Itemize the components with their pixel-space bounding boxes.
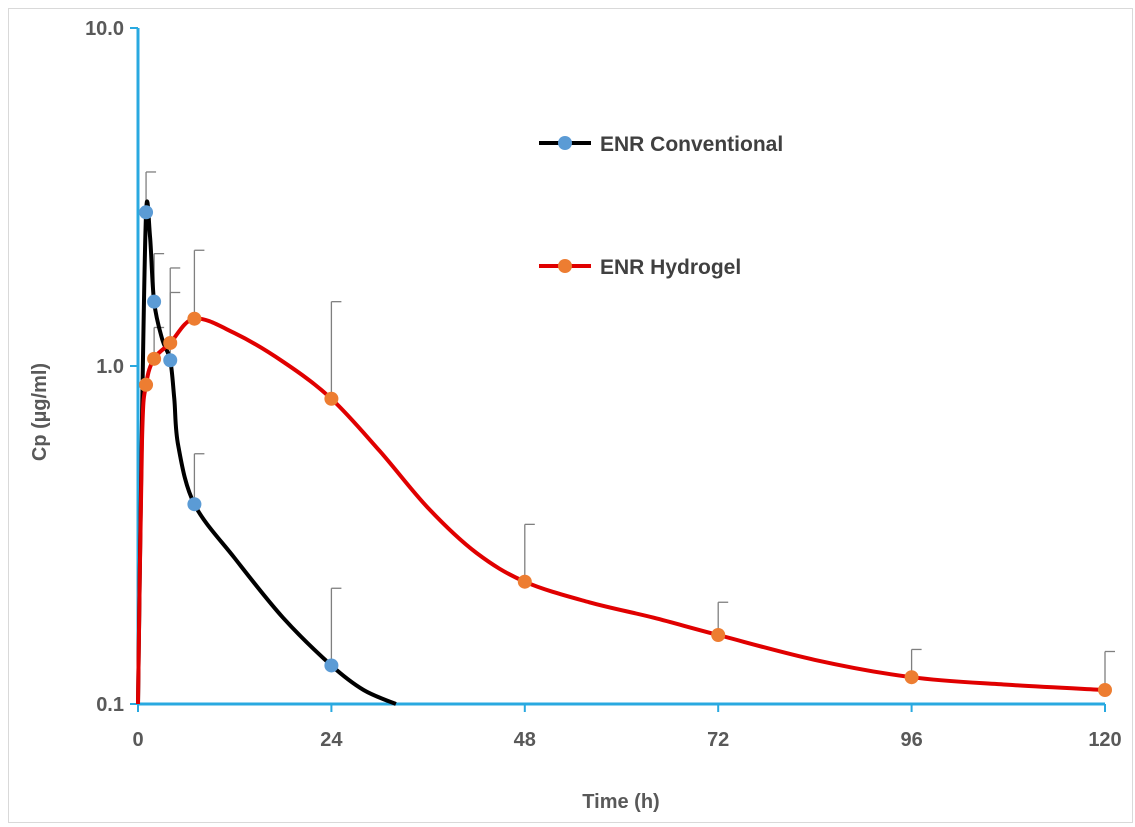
legend: ENR Conventional ENR Hydrogel	[539, 133, 783, 279]
x-tick-label: 120	[1088, 729, 1121, 751]
y-tick-label: 10.0	[85, 18, 124, 40]
series-markers	[139, 205, 1112, 698]
legend-label-hydrogel: ENR Hydrogel	[600, 256, 741, 279]
legend-marker-conventional	[558, 136, 572, 150]
data-point-hydrogel	[1098, 683, 1112, 698]
series-line-hydrogel	[136, 316, 1106, 705]
legend-marker-hydrogel	[558, 259, 572, 273]
x-tick-label: 0	[132, 729, 143, 751]
legend-item-hydrogel: ENR Hydrogel	[539, 256, 741, 279]
x-tick-label: 24	[320, 729, 343, 751]
data-point-hydrogel	[324, 391, 339, 406]
data-point-conventional	[163, 353, 178, 368]
legend-label-conventional: ENR Conventional	[600, 133, 783, 156]
data-point-hydrogel	[139, 377, 154, 392]
x-tick-label: 96	[900, 729, 922, 751]
data-point-conventional	[147, 294, 162, 309]
data-point-hydrogel	[187, 311, 202, 326]
data-point-conventional	[324, 658, 339, 673]
data-point-conventional	[187, 497, 202, 512]
x-tick-label: 48	[514, 729, 536, 751]
data-point-hydrogel	[517, 574, 532, 589]
legend-item-conventional: ENR Conventional	[539, 133, 783, 156]
data-point-hydrogel	[711, 628, 726, 643]
y-tick-label: 1.0	[96, 356, 124, 378]
y-tick-label: 0.1	[96, 694, 124, 716]
y-axis-label: Cp (µg/ml)	[29, 363, 51, 461]
data-point-hydrogel	[163, 335, 178, 350]
data-point-conventional	[139, 205, 154, 220]
data-point-hydrogel	[904, 670, 919, 685]
x-tick-label: 72	[707, 729, 729, 751]
ticks: 0 24 48 72 96 120 0.1 1.0 10.0	[85, 18, 1122, 751]
x-axis-label: Time (h)	[582, 791, 659, 813]
series-line-conventional	[136, 199, 397, 706]
data-point-hydrogel	[147, 351, 162, 366]
axes	[136, 28, 1105, 706]
